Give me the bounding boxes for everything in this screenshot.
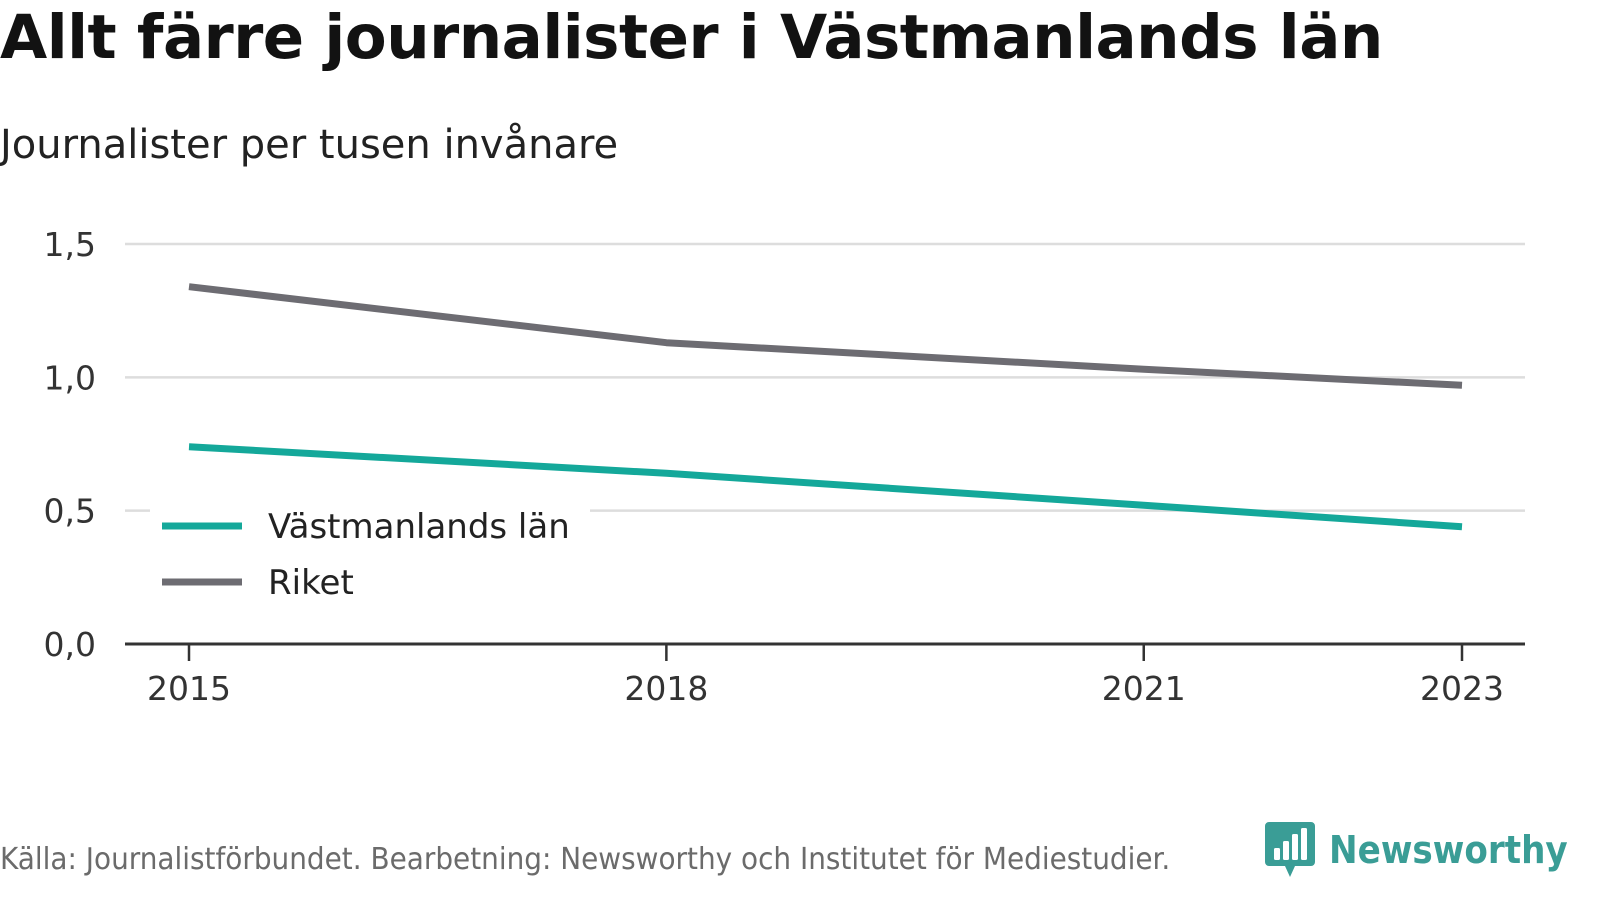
y-tick-label: 1,0 <box>44 358 96 397</box>
x-tick-label: 2023 <box>1420 669 1504 708</box>
source-note: Källa: Journalistförbundet. Bearbetning:… <box>0 842 1171 877</box>
x-axis <box>125 642 1525 661</box>
newsworthy-logo: Newsworthy <box>1265 822 1594 878</box>
series-lines <box>188 283 1463 531</box>
brand-name: Newsworthy <box>1329 828 1568 872</box>
y-axis-tick-labels: 0,0 0,5 1,0 1,5 <box>44 225 96 664</box>
series-line <box>188 283 1463 389</box>
legend: Västmanlands län Riket <box>150 498 590 610</box>
legend-background <box>150 498 590 610</box>
series-line <box>188 443 1463 531</box>
y-tick-label: 1,5 <box>44 225 96 264</box>
y-tick-label: 0,5 <box>44 492 96 531</box>
chart-subtitle: Journalister per tusen invånare <box>0 122 619 168</box>
legend-label: Riket <box>268 563 354 603</box>
x-tick-label: 2018 <box>624 669 708 708</box>
legend-label: Västmanlands län <box>268 507 570 547</box>
x-tick-label: 2015 <box>147 669 231 708</box>
y-tick-label: 0,0 <box>44 625 96 664</box>
chart-title: Allt färre journalister i Västmanlands l… <box>0 2 1383 73</box>
newsworthy-bar-chart-logo-icon <box>1265 822 1315 877</box>
x-tick-label: 2021 <box>1102 669 1186 708</box>
line-chart: 0,0 0,5 1,0 1,5 2015 2018 2021 2023 Västmanlan… <box>44 225 1525 708</box>
x-axis-tick-labels: 2015 2018 2021 2023 <box>147 669 1504 708</box>
